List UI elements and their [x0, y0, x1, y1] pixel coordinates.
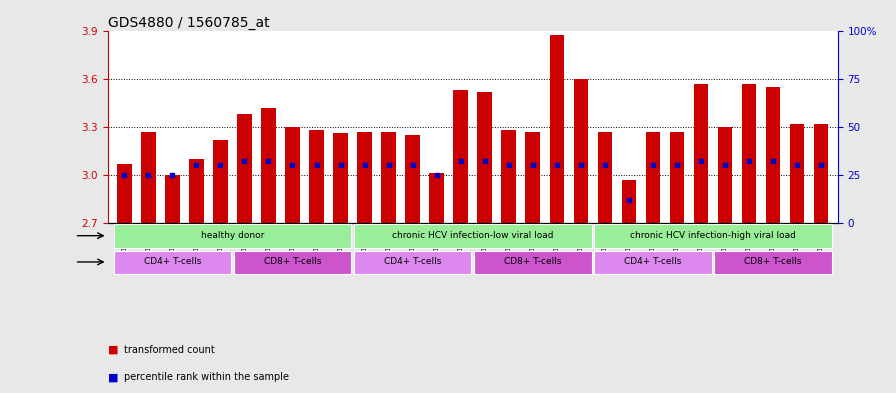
Text: CD4+ T-cells: CD4+ T-cells: [143, 257, 201, 266]
Bar: [814, 124, 828, 222]
Bar: [382, 132, 396, 222]
Bar: [789, 124, 804, 222]
Bar: [405, 135, 420, 222]
Bar: [354, 224, 591, 248]
Bar: [262, 108, 276, 222]
Bar: [189, 159, 203, 222]
Text: GDS4880 / 1560785_at: GDS4880 / 1560785_at: [108, 17, 269, 30]
Bar: [285, 127, 299, 222]
Bar: [622, 180, 636, 222]
Text: CD8+ T-cells: CD8+ T-cells: [263, 257, 322, 266]
Bar: [766, 87, 780, 222]
Text: healthy donor: healthy donor: [201, 231, 264, 240]
Bar: [694, 84, 708, 222]
Text: CD8+ T-cells: CD8+ T-cells: [745, 257, 802, 266]
Bar: [502, 130, 516, 222]
Bar: [646, 132, 660, 222]
Bar: [474, 251, 591, 274]
Bar: [237, 114, 252, 222]
Text: percentile rank within the sample: percentile rank within the sample: [124, 372, 289, 382]
Bar: [573, 79, 588, 222]
Bar: [114, 251, 231, 274]
Text: ■: ■: [108, 345, 122, 355]
Bar: [333, 133, 348, 222]
Bar: [718, 127, 732, 222]
Text: chronic HCV infection-low viral load: chronic HCV infection-low viral load: [392, 231, 554, 240]
Text: ■: ■: [108, 372, 122, 382]
Text: CD4+ T-cells: CD4+ T-cells: [625, 257, 682, 266]
Text: transformed count: transformed count: [124, 345, 214, 355]
Bar: [213, 140, 228, 222]
Bar: [742, 84, 756, 222]
Bar: [309, 130, 323, 222]
Bar: [429, 173, 444, 222]
Bar: [714, 251, 831, 274]
Bar: [598, 132, 612, 222]
Bar: [114, 224, 351, 248]
Text: CD8+ T-cells: CD8+ T-cells: [504, 257, 562, 266]
Bar: [234, 251, 351, 274]
Bar: [142, 132, 156, 222]
Bar: [358, 132, 372, 222]
Bar: [594, 224, 831, 248]
Bar: [354, 251, 471, 274]
Bar: [117, 163, 132, 222]
Bar: [165, 175, 179, 222]
Bar: [525, 132, 540, 222]
Bar: [478, 92, 492, 222]
Bar: [453, 90, 468, 222]
Text: chronic HCV infection-high viral load: chronic HCV infection-high viral load: [630, 231, 796, 240]
Bar: [549, 35, 564, 222]
Text: CD4+ T-cells: CD4+ T-cells: [383, 257, 441, 266]
Bar: [594, 251, 711, 274]
Bar: [669, 132, 684, 222]
